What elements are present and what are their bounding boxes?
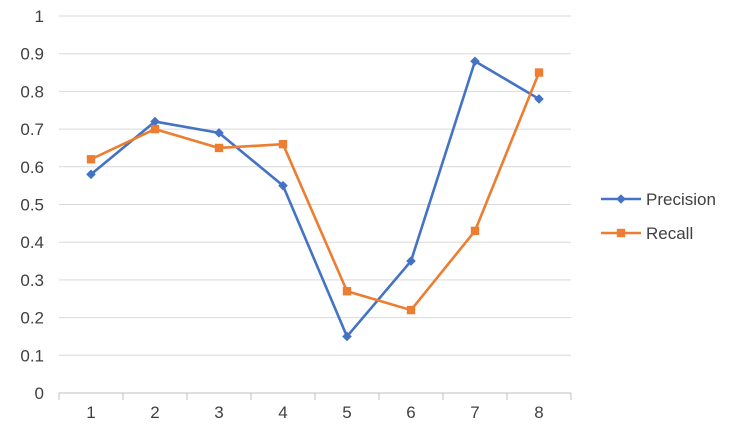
y-tick-label: 0.7	[20, 120, 44, 139]
precision-point	[406, 256, 416, 266]
recall-point	[214, 143, 224, 153]
y-tick-label: 0	[35, 384, 44, 403]
y-tick-label: 0.4	[20, 233, 44, 252]
recall-line	[90, 72, 541, 312]
y-tick-label: 1	[35, 7, 44, 26]
x-axis-tick-labels: 1 2 3 4 5 6 7 8	[86, 403, 543, 422]
recall-point	[86, 155, 96, 164]
legend-item-recall: Recall	[601, 224, 693, 243]
x-tick-label: 2	[150, 403, 159, 422]
recall-point	[470, 226, 480, 236]
y-axis-tick-labels: 0 0.1 0.2 0.3 0.4 0.5 0.6 0.7 0.8 0.9 1	[20, 7, 44, 403]
x-tick-label: 4	[278, 403, 287, 422]
recall-point	[406, 305, 416, 315]
precision-point	[278, 180, 288, 191]
precision-line	[90, 59, 540, 338]
y-tick-label: 0.8	[20, 82, 44, 101]
recall-point	[278, 139, 288, 149]
x-tick-label: 6	[406, 403, 415, 422]
series-group	[86, 56, 544, 342]
x-tick-label: 8	[534, 403, 543, 422]
y-tick-label: 0.1	[20, 346, 44, 365]
y-tick-label: 0.3	[20, 271, 44, 290]
legend-marker-recall	[616, 228, 626, 238]
precision-point	[150, 116, 160, 127]
x-axis	[58, 392, 572, 400]
legend-label-precision: Precision	[646, 190, 716, 209]
legend-label-recall: Recall	[646, 224, 693, 243]
x-tick-label: 5	[342, 403, 351, 422]
y-tick-label: 0.5	[20, 196, 44, 215]
recall-point	[342, 287, 352, 296]
legend-marker-precision	[616, 194, 626, 204]
y-tick-label: 0.6	[20, 158, 44, 177]
x-tick-label: 3	[214, 403, 223, 422]
x-tick-label: 7	[470, 403, 479, 422]
precision-point	[342, 331, 352, 342]
series-recall	[86, 68, 544, 315]
x-tick-label: 1	[86, 403, 95, 422]
series-precision	[86, 56, 544, 342]
y-tick-label: 0.9	[20, 45, 44, 64]
legend: Precision Recall	[601, 190, 716, 243]
precision-point	[470, 56, 480, 67]
precision-point	[214, 128, 224, 138]
y-tick-label: 0.2	[20, 309, 44, 328]
precision-point	[86, 169, 96, 180]
precision-point	[534, 94, 544, 104]
recall-point	[534, 68, 544, 77]
recall-point	[150, 124, 160, 134]
legend-item-precision: Precision	[601, 190, 716, 209]
